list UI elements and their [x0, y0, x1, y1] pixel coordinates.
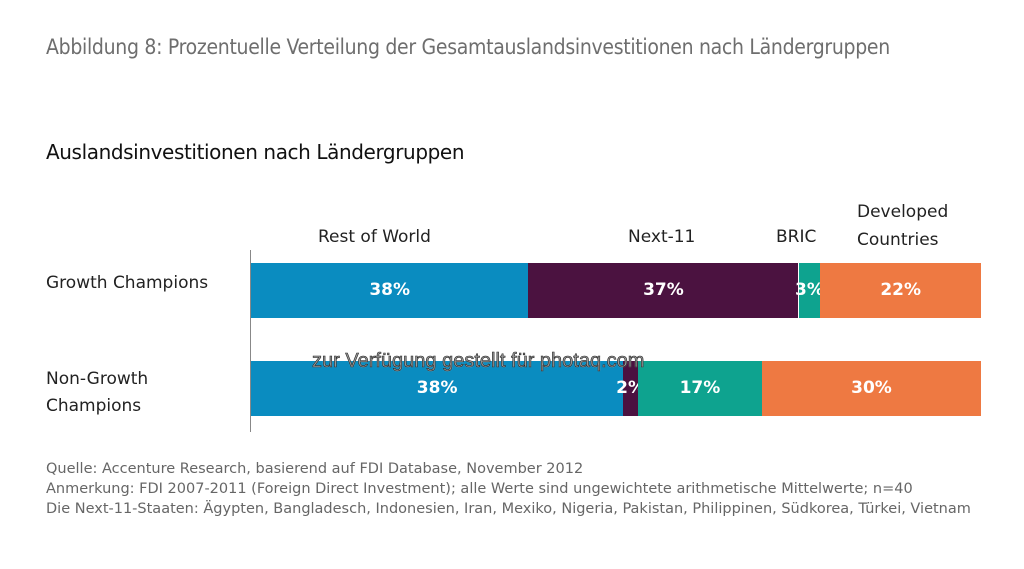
series-label-rest-of-world: Rest of World: [318, 227, 431, 247]
y-axis-line: [250, 250, 251, 432]
next11-note: Die Next-11-Staaten: Ägypten, Bangladesc…: [46, 501, 971, 517]
series-label-developed-countries: Developed Countries: [857, 202, 949, 250]
bar-segment-bric-growth-champions: [798, 263, 821, 318]
data-label-bric-non-growth-champions: 17%: [679, 378, 721, 398]
figure-title: Abbildung 8: Prozentuelle Verteilung der…: [46, 35, 890, 59]
bar-segment-next-11-growth-champions: [528, 263, 799, 318]
chart-notes: Quelle: Accenture Research, basierend au…: [46, 459, 1006, 519]
bar-segment-rest-of-world-growth-champions: [251, 263, 529, 318]
bar-segment-bric-non-growth-champions: [637, 361, 762, 416]
data-label-next-11-non-growth-champions: 2%: [616, 378, 646, 398]
remark-note: Anmerkung: FDI 2007-2011 (Foreign Direct…: [46, 481, 913, 497]
bar-segment-next-11-non-growth-champions: [623, 361, 638, 416]
bar-segment-rest-of-world-non-growth-champions: [251, 361, 624, 416]
data-label-next-11-growth-champions: 37%: [643, 280, 684, 300]
row-label-growth-champions: Growth Champions: [46, 273, 209, 293]
source-note: Quelle: Accenture Research, basierend au…: [46, 461, 584, 477]
chart-title: Auslandsinvestitionen nach Ländergruppen: [46, 140, 465, 164]
series-label-bric: BRIC: [776, 227, 817, 247]
data-label-rest-of-world-non-growth-champions: 38%: [416, 378, 458, 398]
data-label-developed-countries-non-growth-champions: 30%: [851, 378, 892, 398]
data-label-bric-growth-champions: 3%: [795, 280, 824, 300]
row-label-non-growth-champions: Non-Growth Champions: [46, 369, 149, 416]
data-label-developed-countries-growth-champions: 22%: [880, 280, 922, 300]
bar-segment-developed-countries-growth-champions: [820, 263, 981, 318]
series-label-next-11: Next-11: [628, 227, 696, 247]
watermark: zur Verfügung gestellt für photaq.com: [312, 350, 645, 373]
data-label-rest-of-world-growth-champions: 38%: [369, 280, 411, 300]
bar-segment-developed-countries-non-growth-champions: [762, 361, 981, 416]
